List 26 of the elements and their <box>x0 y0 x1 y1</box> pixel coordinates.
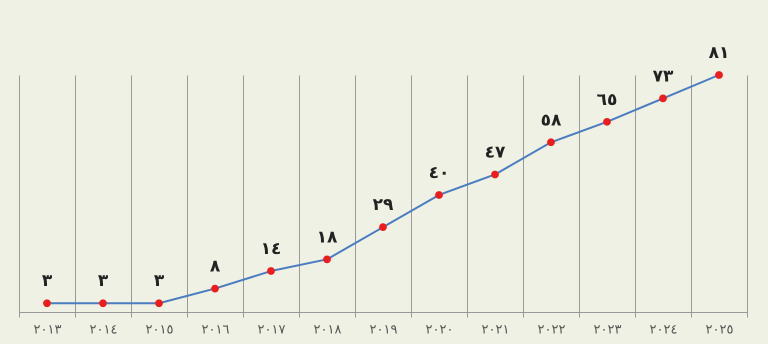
x-tick-label: ٢٠٢٣ <box>594 322 622 338</box>
data-label: ١٤ <box>260 239 282 260</box>
x-tick-label: ٢٠٢٠ <box>426 322 454 338</box>
data-label: ٣ <box>98 271 109 292</box>
data-label: ٢٩ <box>372 195 394 216</box>
data-label: ٣ <box>42 271 53 292</box>
x-tick-label: ٢٠٢٥ <box>706 322 734 338</box>
data-label: ٨ <box>210 256 221 277</box>
x-tick-label: ٢٠١٦ <box>202 322 230 338</box>
data-label: ٤٠ <box>428 162 450 183</box>
data-label: ١٨ <box>316 227 338 248</box>
x-tick-label: ٢٠١٩ <box>370 322 398 338</box>
x-tick-label: ٢٠٢٤ <box>650 322 678 338</box>
x-tick-label: ٢٠١٧ <box>258 322 286 338</box>
x-tick-label: ٢٠٢٢ <box>538 322 566 338</box>
data-label: ٣ <box>154 271 165 292</box>
x-tick-label: ٢٠١٥ <box>146 322 174 338</box>
data-label: ٤٧ <box>484 142 506 162</box>
x-tick-label: ٢٠١٨ <box>314 322 342 338</box>
x-tick-label: ٢٠١٤ <box>90 322 118 338</box>
data-label: ٦٥ <box>596 90 618 110</box>
x-tick-label: ٢٠١٣ <box>34 322 62 338</box>
data-label: ٧٣ <box>652 66 674 86</box>
data-label: ٥٨ <box>540 110 562 130</box>
x-tick-label: ٢٠٢١ <box>482 322 510 338</box>
data-label: ٨١ <box>708 43 730 63</box>
